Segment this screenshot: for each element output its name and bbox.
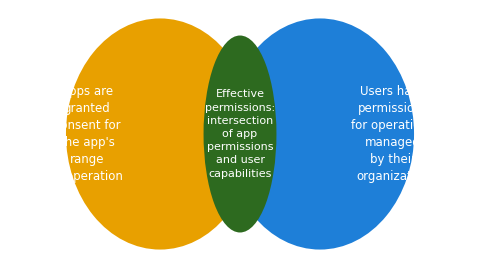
Text: Users have
permissions
for operations
managed
by their
organization: Users have permissions for operations ma… — [351, 85, 434, 183]
Text: Effective
permissions:
intersection
of app
permissions
and user
capabilities: Effective permissions: intersection of a… — [205, 90, 275, 178]
Ellipse shape — [66, 18, 254, 250]
Ellipse shape — [204, 35, 276, 232]
Ellipse shape — [226, 18, 414, 250]
Text: Apps are
granted
consent for
the app's
range
of operation: Apps are granted consent for the app's r… — [51, 85, 123, 183]
